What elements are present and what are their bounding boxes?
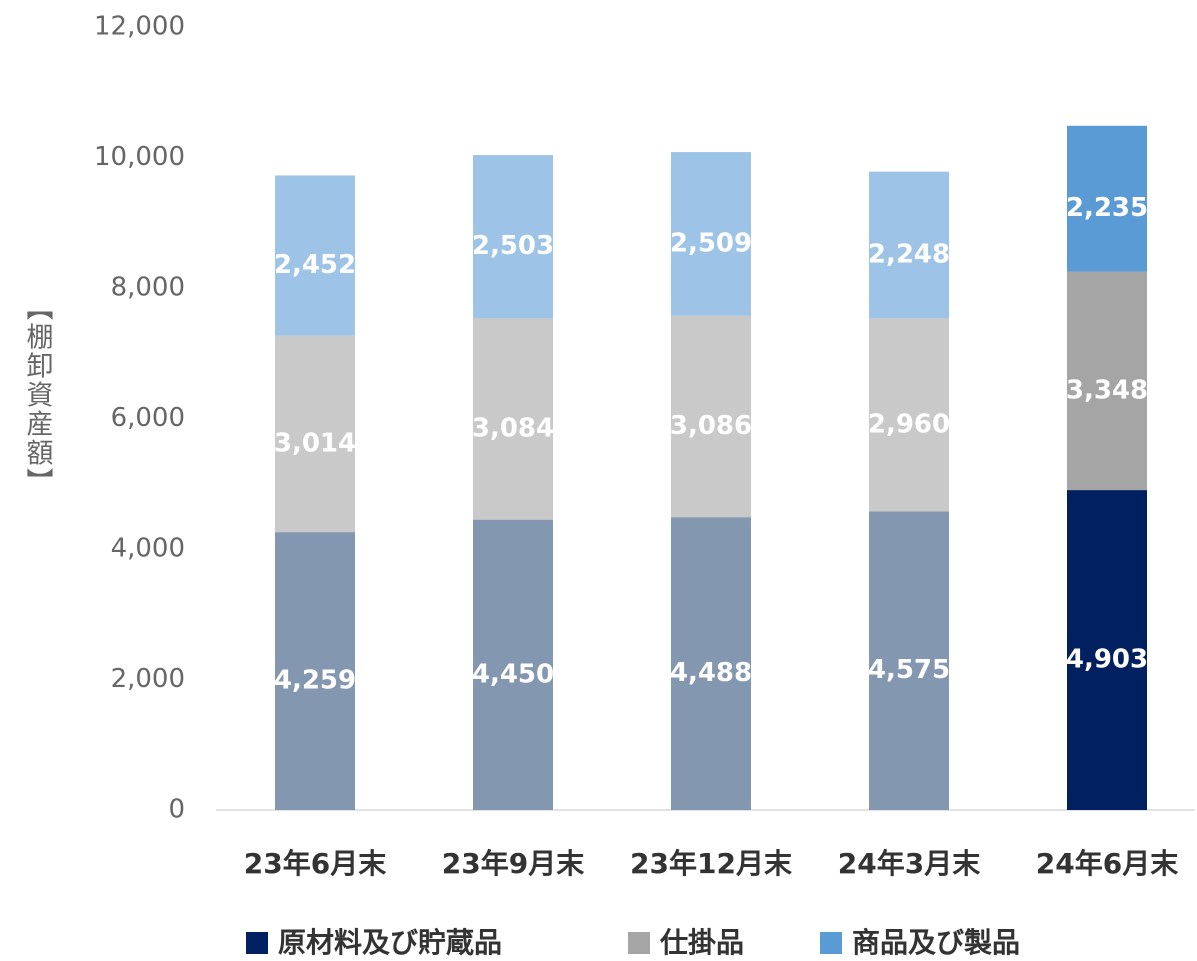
- x-tick-label: 24年6月末: [1036, 847, 1178, 880]
- bar-segment: [671, 152, 751, 316]
- data-label: 2,503: [472, 231, 554, 261]
- y-axis-label: 【棚卸資産額】: [22, 294, 54, 497]
- data-label: 4,450: [472, 659, 554, 689]
- y-tick-label: 2,000: [111, 664, 185, 694]
- bar-segment: [869, 318, 949, 512]
- bar-segment: [473, 318, 553, 520]
- bar-segment: [473, 519, 553, 810]
- legend-swatch: [820, 932, 842, 954]
- data-label: 2,509: [670, 228, 752, 258]
- x-tick-label: 23年9月末: [442, 847, 584, 880]
- data-label: 2,960: [868, 409, 950, 439]
- data-label: 3,084: [472, 414, 554, 444]
- bar-segment: [275, 335, 355, 533]
- data-label: 4,488: [670, 658, 752, 688]
- data-label: 4,903: [1066, 645, 1148, 675]
- y-tick-label: 0: [168, 795, 185, 825]
- data-label: 2,248: [868, 240, 950, 270]
- data-label: 3,086: [670, 411, 752, 441]
- bar-segment: [1067, 271, 1147, 491]
- bar-segment: [275, 532, 355, 810]
- bar-segment: [1067, 490, 1147, 810]
- data-label: 4,259: [274, 666, 356, 696]
- legend-label: 原材料及び貯蔵品: [278, 926, 502, 959]
- x-tick-label: 24年3月末: [838, 847, 980, 880]
- bar-segment: [473, 155, 553, 319]
- legend-swatch: [628, 932, 650, 954]
- legend-label: 仕掛品: [659, 926, 744, 959]
- legend-label: 商品及び製品: [852, 926, 1020, 959]
- y-tick-label: 6,000: [111, 403, 185, 433]
- x-tick-label: 23年12月末: [630, 847, 792, 880]
- bar-segment: [869, 171, 949, 319]
- y-tick-label: 4,000: [111, 534, 185, 564]
- bar-segment: [275, 175, 355, 336]
- x-tick-label: 23年6月末: [244, 847, 386, 880]
- bar-segment: [671, 315, 751, 518]
- y-tick-label: 12,000: [94, 12, 185, 42]
- data-label: 2,452: [274, 250, 356, 280]
- legend-swatch: [246, 932, 268, 954]
- bar-segment: [1067, 125, 1147, 272]
- y-tick-label: 8,000: [111, 273, 185, 303]
- data-label: 2,235: [1066, 193, 1148, 223]
- data-label: 3,348: [1066, 375, 1148, 405]
- y-tick-label: 10,000: [94, 142, 185, 172]
- bar-segment: [671, 517, 751, 810]
- data-label: 4,575: [868, 655, 950, 685]
- data-label: 3,014: [274, 428, 356, 458]
- bar-segment: [869, 511, 949, 810]
